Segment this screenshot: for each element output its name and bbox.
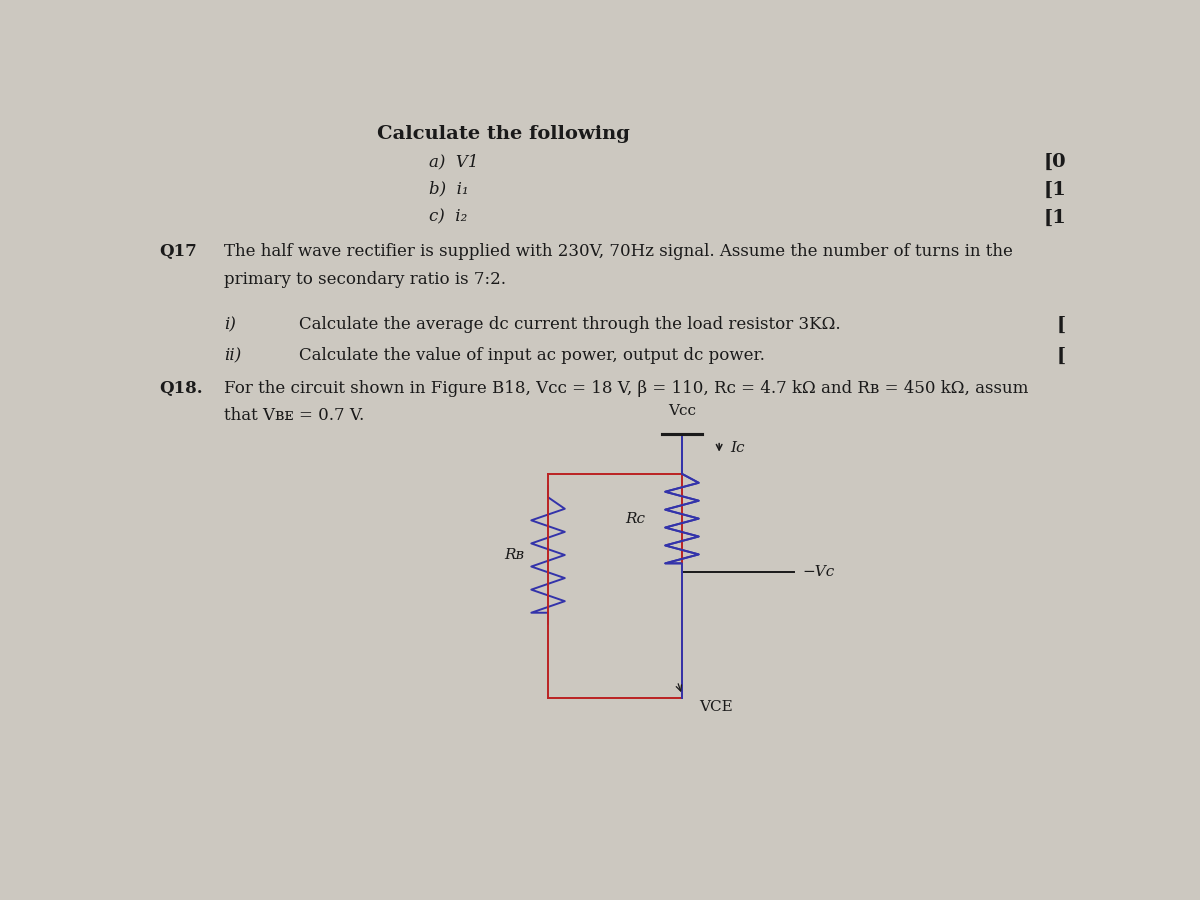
- Text: Ic: Ic: [731, 441, 745, 454]
- Text: Calculate the average dc current through the load resistor 3KΩ.: Calculate the average dc current through…: [299, 316, 840, 333]
- Text: [0: [0: [1044, 153, 1066, 171]
- Text: [1: [1: [1043, 209, 1066, 227]
- Text: that Vʙᴇ = 0.7 V.: that Vʙᴇ = 0.7 V.: [224, 408, 365, 425]
- Text: Vcc: Vcc: [668, 404, 696, 419]
- Text: primary to secondary ratio is 7:2.: primary to secondary ratio is 7:2.: [224, 271, 506, 288]
- Text: [1: [1: [1043, 181, 1066, 199]
- Text: Q18.: Q18.: [160, 380, 203, 397]
- Text: a)  V1: a) V1: [430, 153, 479, 170]
- Text: Rʙ: Rʙ: [505, 548, 524, 562]
- Text: Rc: Rc: [625, 511, 644, 526]
- Text: For the circuit shown in Figure B18, Vᴄᴄ = 18 V, β = 110, Rᴄ = 4.7 kΩ and Rʙ = 4: For the circuit shown in Figure B18, Vᴄᴄ…: [224, 380, 1028, 397]
- Text: Q17: Q17: [160, 243, 197, 260]
- Text: −Vc: −Vc: [803, 565, 835, 580]
- Text: Calculate the following: Calculate the following: [377, 125, 630, 143]
- Text: c)  i₂: c) i₂: [430, 209, 467, 226]
- Text: ii): ii): [224, 347, 241, 365]
- Text: VCE: VCE: [698, 700, 732, 714]
- Text: [: [: [1057, 347, 1066, 365]
- Text: b)  i₁: b) i₁: [430, 181, 469, 198]
- Text: i): i): [224, 316, 236, 333]
- Text: Calculate the value of input ac power, output dc power.: Calculate the value of input ac power, o…: [299, 347, 764, 365]
- Text: The half wave rectifier is supplied with 230V, 70Hz signal. Assume the number of: The half wave rectifier is supplied with…: [224, 243, 1013, 260]
- Text: [: [: [1057, 316, 1066, 334]
